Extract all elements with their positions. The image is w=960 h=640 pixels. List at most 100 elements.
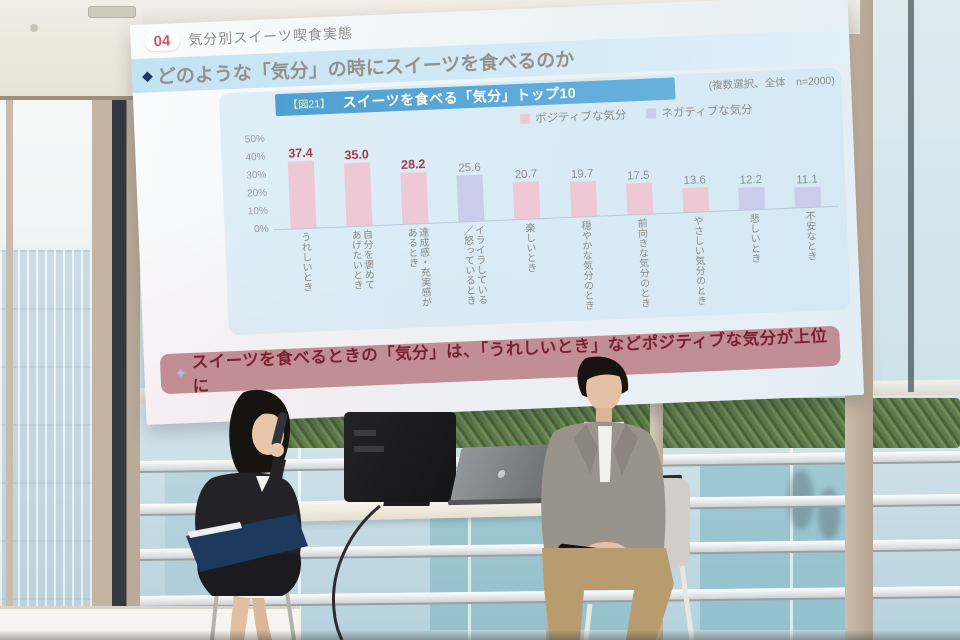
bar-slot: 35.0 自分を褒めて あげたいとき bbox=[328, 135, 392, 329]
bar-slot: 20.7 楽しいとき bbox=[496, 128, 560, 322]
y-axis-tick: 40% bbox=[245, 151, 266, 164]
paper bbox=[188, 522, 242, 538]
bar-value-label: 19.7 bbox=[570, 167, 594, 181]
legend-label: ネガティブな気分 bbox=[661, 104, 753, 121]
bar-value-label: 12.2 bbox=[739, 173, 763, 187]
bar-box: 28.2 bbox=[399, 133, 429, 224]
face bbox=[586, 365, 622, 411]
bar-value-label: 28.2 bbox=[400, 157, 426, 173]
bar-box: 11.1 bbox=[791, 117, 822, 208]
monitor-port bbox=[354, 430, 376, 436]
cable bbox=[331, 504, 381, 640]
bar-box: 35.0 bbox=[343, 135, 373, 227]
bar-category-label: うれしいとき bbox=[298, 231, 313, 293]
bar-value-label: 25.6 bbox=[458, 161, 481, 175]
neck bbox=[596, 408, 612, 423]
bar bbox=[456, 174, 485, 222]
bar-box: 37.4 bbox=[287, 138, 317, 229]
bar-slot: 11.1 不安なとき bbox=[776, 116, 840, 310]
bar-category-label: 前向きな気分のとき bbox=[634, 217, 650, 309]
glass-joint bbox=[790, 396, 793, 640]
bar-box: 13.6 bbox=[679, 121, 709, 213]
y-axis-tick: 50% bbox=[244, 133, 266, 146]
blue-folder bbox=[186, 514, 308, 572]
bar bbox=[738, 186, 766, 210]
bar bbox=[625, 182, 653, 215]
sample-note: (複数選択、全体 n=2000) bbox=[708, 74, 836, 93]
monitor-port bbox=[354, 446, 384, 452]
bar-box: 20.7 bbox=[511, 128, 541, 220]
bar-category-label: 達成感・充実感が あるとき bbox=[404, 226, 431, 308]
bar-category-label: やさしい気分のとき bbox=[690, 215, 706, 306]
wall-pillar-left bbox=[92, 96, 140, 640]
bar-category-label: 自分を褒めて あげたいとき bbox=[348, 229, 374, 291]
louvered-window-right bbox=[872, 0, 960, 392]
bar-slot: 17.5 前向きな気分のとき bbox=[608, 123, 672, 317]
monitor-back bbox=[344, 412, 456, 502]
diamond-icon: ◆ bbox=[141, 66, 154, 84]
floor-shadow bbox=[0, 630, 960, 640]
bar-box: 19.7 bbox=[567, 126, 597, 217]
bar-value-label: 17.5 bbox=[626, 169, 650, 183]
chart-title: スイーツを食べる「気分」トップ10 bbox=[342, 84, 577, 111]
y-axis-tick: 10% bbox=[247, 205, 269, 218]
bar-box: 25.6 bbox=[455, 131, 485, 222]
sparkle-icon: ✦ bbox=[174, 365, 188, 383]
y-axis: 50% 40% 30% 20% 10% 0% bbox=[231, 133, 274, 237]
bar-slot: 25.6 イライラしている ／怒っているとき bbox=[440, 130, 504, 324]
bar-category-label: 不安なとき bbox=[803, 210, 817, 262]
bar bbox=[344, 162, 373, 227]
bar bbox=[681, 186, 709, 213]
bar bbox=[569, 180, 597, 217]
y-axis-tick: 20% bbox=[246, 187, 268, 200]
bar-category-label: 穏やかな気分のとき bbox=[578, 220, 594, 311]
bar-value-label: 35.0 bbox=[344, 147, 370, 163]
bar-slot: 12.2 悲しいとき bbox=[720, 118, 784, 312]
shirt-collar bbox=[256, 476, 270, 492]
bar-value-label: 37.4 bbox=[287, 145, 313, 161]
bar-slot: 13.6 やさしい気分のとき bbox=[664, 121, 728, 315]
window-sill bbox=[0, 606, 300, 640]
louver-mullion bbox=[908, 0, 914, 392]
bar-box: 17.5 bbox=[623, 124, 653, 215]
bar-slot: 19.7 穏やかな気分のとき bbox=[552, 125, 616, 319]
hand bbox=[270, 443, 284, 457]
leg bbox=[230, 596, 250, 640]
glass-joint bbox=[468, 396, 471, 640]
bar-category-label: 楽しいとき bbox=[522, 222, 536, 273]
y-axis-tick: 0% bbox=[253, 223, 269, 236]
bar-value-label: 20.7 bbox=[514, 167, 538, 181]
legend-item: ネガティブな気分 bbox=[646, 101, 753, 121]
bar-category-label: イライラしている ／怒っているとき bbox=[460, 224, 487, 306]
bar bbox=[287, 160, 317, 229]
window-mullion bbox=[6, 96, 13, 608]
khaki-pants bbox=[542, 548, 674, 640]
speaker-man bbox=[541, 356, 695, 640]
projection-screen: 04 気分別スイーツ喫食実態 ◆ どのような「気分」の時にスイーツを食べるのか … bbox=[129, 0, 865, 425]
bar bbox=[794, 186, 822, 208]
bar bbox=[513, 180, 541, 220]
bar-chart: 50% 40% 30% 20% 10% 0% 37.4 うれしいとき 35.0 自分を褒めて あ… bbox=[231, 116, 843, 333]
bar-value-label: 13.6 bbox=[683, 173, 707, 187]
microphone bbox=[271, 412, 288, 448]
leg bbox=[252, 598, 272, 640]
figure-tag: 【図21】 bbox=[287, 97, 331, 112]
legend-item: ポジティブな気分 bbox=[519, 107, 627, 127]
outside-building-left bbox=[0, 250, 92, 608]
legend-swatch bbox=[519, 113, 531, 124]
grey-blazer bbox=[541, 421, 666, 548]
bar-value-label: 11.1 bbox=[795, 173, 819, 187]
bar-slot: 37.4 うれしいとき bbox=[272, 137, 336, 331]
bar-category-label: 悲しいとき bbox=[746, 213, 761, 264]
legend-swatch bbox=[646, 108, 657, 119]
bars-area: 37.4 うれしいとき 35.0 自分を褒めて あげたいとき 28.2 達成感・充実感が … bbox=[270, 116, 843, 331]
ceiling-vent bbox=[88, 6, 136, 18]
legend-label: ポジティブな気分 bbox=[534, 109, 627, 126]
bar-slot: 28.2 達成感・充実感が あるとき bbox=[384, 132, 448, 326]
y-axis-tick: 30% bbox=[246, 169, 267, 182]
moderator-woman bbox=[186, 389, 308, 640]
section-number-badge: 04 bbox=[144, 30, 180, 52]
bar bbox=[400, 172, 429, 224]
bar-box: 12.2 bbox=[735, 119, 766, 210]
